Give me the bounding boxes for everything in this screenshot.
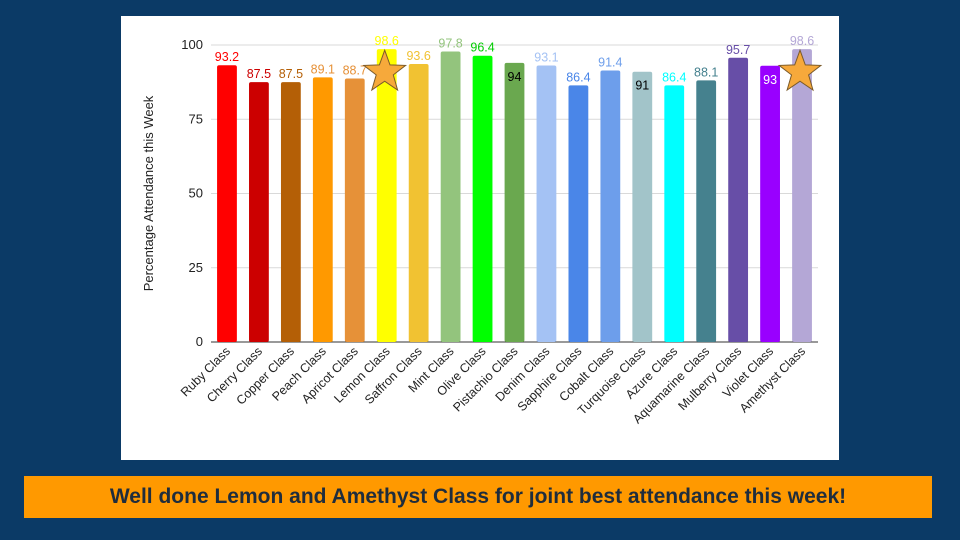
y-axis-title: Percentage Attendance this Week — [141, 95, 156, 291]
star-icon — [362, 48, 408, 92]
data-label: 91.4 — [598, 56, 622, 70]
data-label: 95.7 — [726, 43, 750, 57]
data-label: 88.7 — [343, 64, 367, 78]
bar[interactable] — [632, 71, 653, 343]
data-label: 94 — [508, 70, 522, 84]
banner-text: Well done Lemon and Amethyst Class for j… — [109, 485, 847, 508]
y-tick-label: 100 — [181, 37, 203, 52]
data-label: 98.6 — [375, 34, 399, 48]
y-tick-label: 25 — [189, 260, 203, 275]
bar[interactable] — [280, 82, 301, 342]
data-label: 93.2 — [215, 50, 239, 64]
bar[interactable] — [249, 82, 269, 342]
bar[interactable] — [664, 85, 685, 342]
bar[interactable] — [760, 65, 780, 342]
data-label: 93.6 — [406, 49, 430, 63]
bar[interactable] — [217, 65, 237, 343]
bar[interactable] — [376, 49, 397, 343]
data-label: 98.6 — [790, 34, 814, 48]
bar[interactable] — [408, 64, 429, 342]
chart-panel: 0 25 50 75 100 Percentage Attendance this Wee… — [121, 16, 839, 460]
bar[interactable] — [536, 65, 557, 343]
bar[interactable] — [728, 57, 749, 343]
bar[interactable] — [472, 55, 493, 342]
bar[interactable] — [504, 62, 525, 342]
data-label: 97.8 — [438, 37, 462, 51]
data-label: 88.1 — [694, 65, 718, 79]
data-label: 86.4 — [566, 70, 590, 84]
data-label: 87.5 — [247, 67, 271, 81]
y-tick-label: 50 — [189, 186, 203, 201]
y-tick-label: 75 — [189, 111, 203, 126]
bar[interactable] — [440, 51, 461, 343]
data-label: 93.1 — [534, 50, 558, 64]
bar[interactable] — [568, 85, 589, 342]
data-label: 89.1 — [311, 62, 335, 76]
y-tick-label: 0 — [196, 334, 203, 349]
bar[interactable] — [344, 78, 365, 342]
data-label: 87.5 — [279, 67, 303, 81]
bar[interactable] — [696, 80, 717, 342]
data-label: 96.4 — [470, 41, 494, 55]
data-label: 86.4 — [662, 70, 686, 84]
star-icon — [777, 48, 823, 92]
data-label: 91 — [635, 79, 649, 93]
bar[interactable] — [312, 77, 333, 343]
congratulations-banner: Well done Lemon and Amethyst Class for j… — [24, 476, 932, 518]
data-label: 93 — [763, 73, 777, 87]
attendance-bar-chart: 0 25 50 75 100 Percentage Attendance this Wee… — [141, 34, 823, 426]
bar[interactable] — [792, 49, 812, 343]
bar[interactable] — [600, 70, 621, 343]
